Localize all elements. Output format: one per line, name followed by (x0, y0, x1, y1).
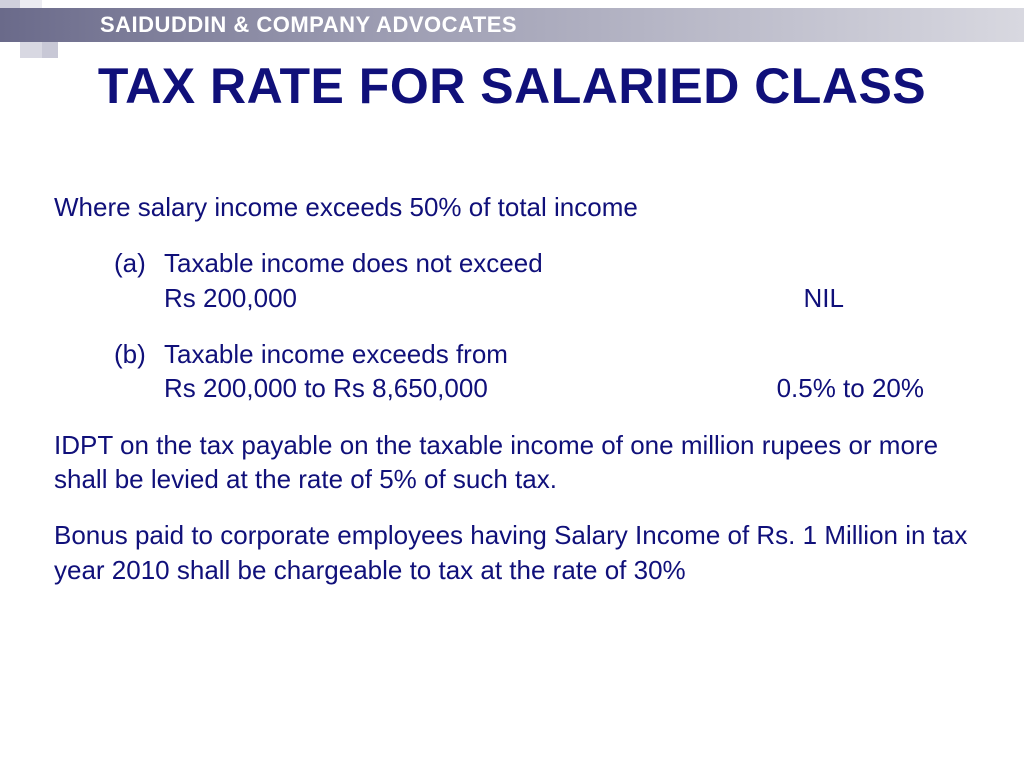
slide-content: Where salary income exceeds 50% of total… (54, 190, 984, 609)
header-bar: SAIDUDDIN & COMPANY ADVOCATES (0, 8, 1024, 42)
bonus-paragraph: Bonus paid to corporate employees having… (54, 518, 984, 587)
company-name: SAIDUDDIN & COMPANY ADVOCATES (100, 12, 517, 38)
idpt-paragraph: IDPT on the tax payable on the taxable i… (54, 428, 984, 497)
slide-title: TAX RATE FOR SALARIED CLASS (0, 58, 1024, 114)
item-marker: (b) (114, 337, 164, 406)
item-amount: Rs 200,000 to Rs 8,650,000 (164, 371, 488, 405)
deco-square (42, 42, 58, 58)
item-amount: Rs 200,000 (164, 281, 297, 315)
deco-square (20, 42, 42, 58)
item-description: Taxable income exceeds from (164, 337, 984, 371)
item-rate: NIL (804, 281, 984, 315)
tax-bracket-item: (a) Taxable income does not exceed Rs 20… (54, 246, 984, 315)
item-rate: 0.5% to 20% (777, 371, 984, 405)
item-description: Taxable income does not exceed (164, 246, 984, 280)
intro-text: Where salary income exceeds 50% of total… (54, 190, 984, 224)
item-marker: (a) (114, 246, 164, 315)
tax-bracket-item: (b) Taxable income exceeds from Rs 200,0… (54, 337, 984, 406)
